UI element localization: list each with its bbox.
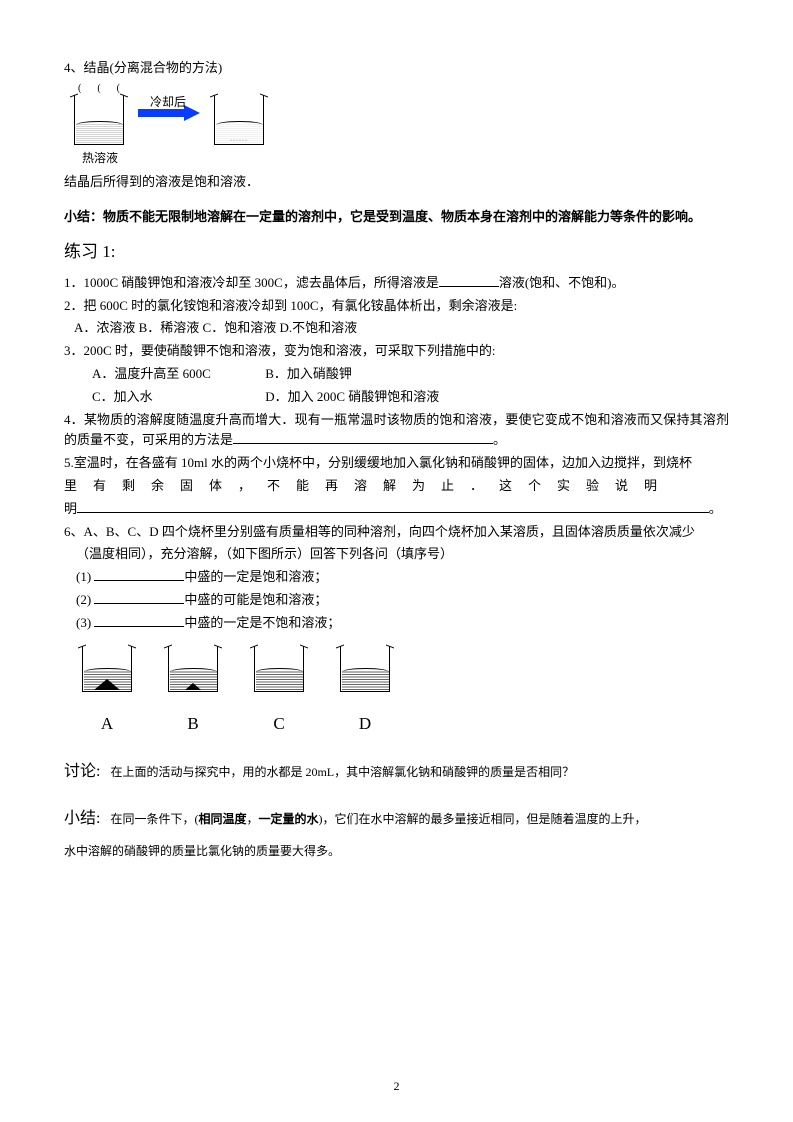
question-5-line1: 5.室温时，在各盛有 10ml 水的两个小烧杯中，分别缓缓地加入氯化钠和硝酸钾的… [64,453,729,474]
discussion-text: 在上面的活动与探究中，用的水都是 20mL，其中溶解氯化钠和硝酸钾的质量是否相同… [110,765,574,779]
summary-text-c: 水中溶解的硝酸钾的质量比氯化钠的质量要大得多。 [64,842,729,861]
cooled-solution-beaker: ······ [210,89,268,145]
summary-bold-b: 一定量的水 [258,812,318,826]
q5-blank [77,500,709,513]
q6-2-num: (2) [76,592,91,607]
hot-solution-beaker: ((( [70,89,128,145]
four-beakers [78,642,729,692]
q6-1-num: (1) [76,569,91,584]
q1-tail: 溶液(饱和、不饱和)。 [499,275,625,290]
question-3-options-cd: C．加入水 D．加入 200C 硝酸钾饱和溶液 [92,387,729,408]
summary-text-a: 在同一条件下，( [110,812,198,826]
question-3: 3．200C 时，要使硝酸钾不饱和溶液，变为饱和溶液，可采取下列措施中的: [64,341,729,362]
page-number: 2 [0,1077,793,1096]
summary-label: 小结: [64,810,100,827]
q5-spaced: 里有剩余固体，不能再溶解为止．这个实验说明 [64,478,673,493]
question-6-sub2: (2) 中盛的可能是饱和溶液； [76,590,729,611]
question-4: 4．某物质的溶解度随温度升高而增大．现有一瓶常温时该物质的饱和溶液，要使它变成不… [64,410,729,452]
q6-3-blank [94,614,184,627]
q6-2-tail: 中盛的可能是饱和溶液； [184,592,327,607]
crystallization-diagram: ((( 冷却后 ······ [70,89,729,145]
q3-opt-c: C．加入水 [92,387,262,408]
question-1: 1．1000C 硝酸钾饱和溶液冷却至 300C，滤去晶体后，所得溶液是 溶液(饱和… [64,273,729,294]
question-6-sub1: (1) 中盛的一定是饱和溶液； [76,567,729,588]
question-5-line2: 里有剩余固体，不能再溶解为止．这个实验说明 [64,476,729,497]
section4-title: 4、结晶(分离混合物的方法) [64,58,729,79]
question-2: 2．把 600C 时的氯化铵饱和溶液冷却到 100C，有氯化铵晶体析出，剩余溶液… [64,296,729,317]
conclusion-label: 小结： [64,209,103,224]
question-6-sub3: (3) 中盛的一定是不饱和溶液； [76,613,729,634]
crystallization-note: 结晶后所得到的溶液是饱和溶液． [64,172,729,193]
q3-opt-b: B．加入硝酸钾 [265,366,352,381]
summary-mid: ， [246,812,258,826]
beaker-a [78,642,136,692]
practice-title: 练习 1: [64,238,729,265]
q3-opt-a: A．温度升高至 600C [92,364,262,385]
question-2-options: A．浓溶液 B．稀溶液 C．饱和溶液 D.不饱和溶液 [74,318,729,339]
question-3-options-ab: A．温度升高至 600C B．加入硝酸钾 [92,364,729,385]
q6-3-num: (3) [76,615,91,630]
q5-tail: 。 [709,501,722,516]
conclusion-text: 物质不能无限制地溶解在一定量的溶剂中，它是受到温度、物质本身在溶剂中的溶解能力等… [103,209,701,224]
q6-1-tail: 中盛的一定是饱和溶液； [184,569,327,584]
question-6-line2: （温度相同），充分溶解，（如下图所示）回答下列各问（填序号） [76,544,729,565]
q6-1-blank [94,568,184,581]
discussion: 讨论: 在上面的活动与探究中，用的水都是 20mL，其中溶解氯化钠和硝酸钾的质量是… [64,759,729,785]
q1-text: 1．1000C 硝酸钾饱和溶液冷却至 300C，滤去晶体后，所得溶液是 [64,275,439,290]
label-c: C [250,710,308,737]
question-6-line1: 6、A、B、C、D 四个烧杯里分别盛有质量相等的同种溶剂，向四个烧杯加入某溶质，… [64,522,729,543]
discussion-label: 讨论: [64,763,100,780]
hot-solution-label: 热溶液 [82,149,729,168]
summary-bold-a: 相同温度 [198,812,246,826]
arrow-label: 冷却后 [150,93,186,112]
q6-2-blank [94,591,184,604]
q4-blank [233,432,493,445]
cooling-arrow: 冷却后 [138,105,200,129]
q3-opt-d: D．加入 200C 硝酸钾饱和溶液 [265,389,439,404]
label-d: D [336,710,394,737]
label-b: B [164,710,222,737]
conclusion-1: 小结：物质不能无限制地溶解在一定量的溶剂中，它是受到温度、物质本身在溶剂中的溶解… [64,207,729,228]
question-5-blank-line: 明。 [64,499,729,520]
beaker-d [336,642,394,692]
summary-text-b: )，它们在水中溶解的最多量接近相同，但是随着温度的上升， [319,812,647,826]
summary-2: 小结: 在同一条件下，(相同温度，一定量的水)，它们在水中溶解的最多量接近相同，但… [64,806,729,861]
beaker-b [164,642,222,692]
beaker-labels: A B C D [78,710,729,737]
label-a: A [78,710,136,737]
q6-3-tail: 中盛的一定是不饱和溶液； [184,615,340,630]
q1-blank [439,274,499,287]
beaker-c [250,642,308,692]
